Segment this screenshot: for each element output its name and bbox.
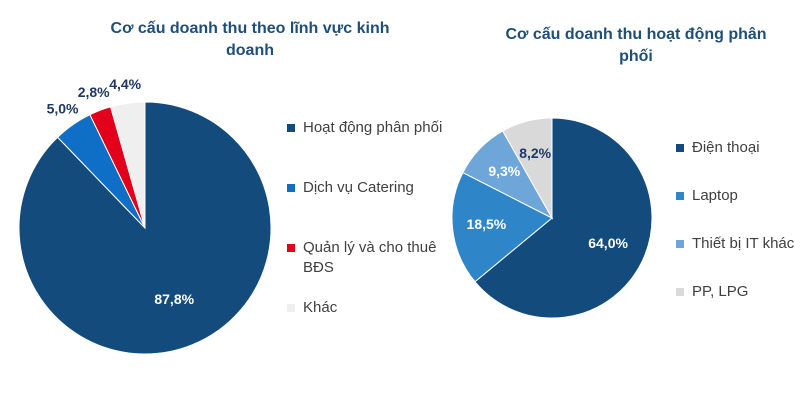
data-label: 8,2% [519,145,551,161]
legend-item: Laptop [676,186,801,206]
legend-label: Laptop [692,187,738,204]
legend-item: PP, LPG [676,282,801,302]
data-label: 87,8% [154,291,194,307]
legend-swatch [676,240,684,248]
legend-swatch [676,192,684,200]
pie-slice [474,117,653,319]
legend-swatch [287,304,295,312]
data-label: 4,4% [109,76,141,92]
legend-label: PP, LPG [692,283,749,300]
chart-title: Cơ cấu doanh thu hoạt động phân phối [505,26,767,65]
legend-item: Dịch vụ Catering [287,178,457,198]
legend-label: Điện thoại [692,139,760,156]
legend-label: Khác [303,299,338,316]
legend-item: Khác [287,298,457,318]
legend-swatch [287,124,295,132]
data-label: 18,5% [467,216,507,232]
legend-item: Điện thoại [676,138,801,158]
pie-slice [451,171,553,283]
data-label: 2,8% [78,84,110,100]
data-label: 5,0% [47,101,79,117]
legend-item: Hoạt động phân phối [287,118,457,138]
legend-label: Hoạt động phân phối [303,119,443,136]
legend-label: Dịch vụ Catering [303,179,414,196]
data-label: 64,0% [588,235,628,251]
legend-swatch [287,184,295,192]
legend-swatch [676,144,684,152]
legend-item: Thiết bị IT khác [676,234,801,254]
legend-swatch [287,244,295,252]
legend-label: Thiết bị IT khác [692,235,795,252]
legend-item: Quản lý và cho thuê BĐS [287,238,457,278]
pie-slice [502,117,553,220]
pie-slice [109,101,146,229]
legend-label: Quản lý và cho thuê BĐS [303,239,437,276]
data-label: 9,3% [488,163,520,179]
legend-swatch [676,288,684,296]
chart-title: Cơ cấu doanh thu theo lĩnh vực kinh doan… [110,20,390,59]
